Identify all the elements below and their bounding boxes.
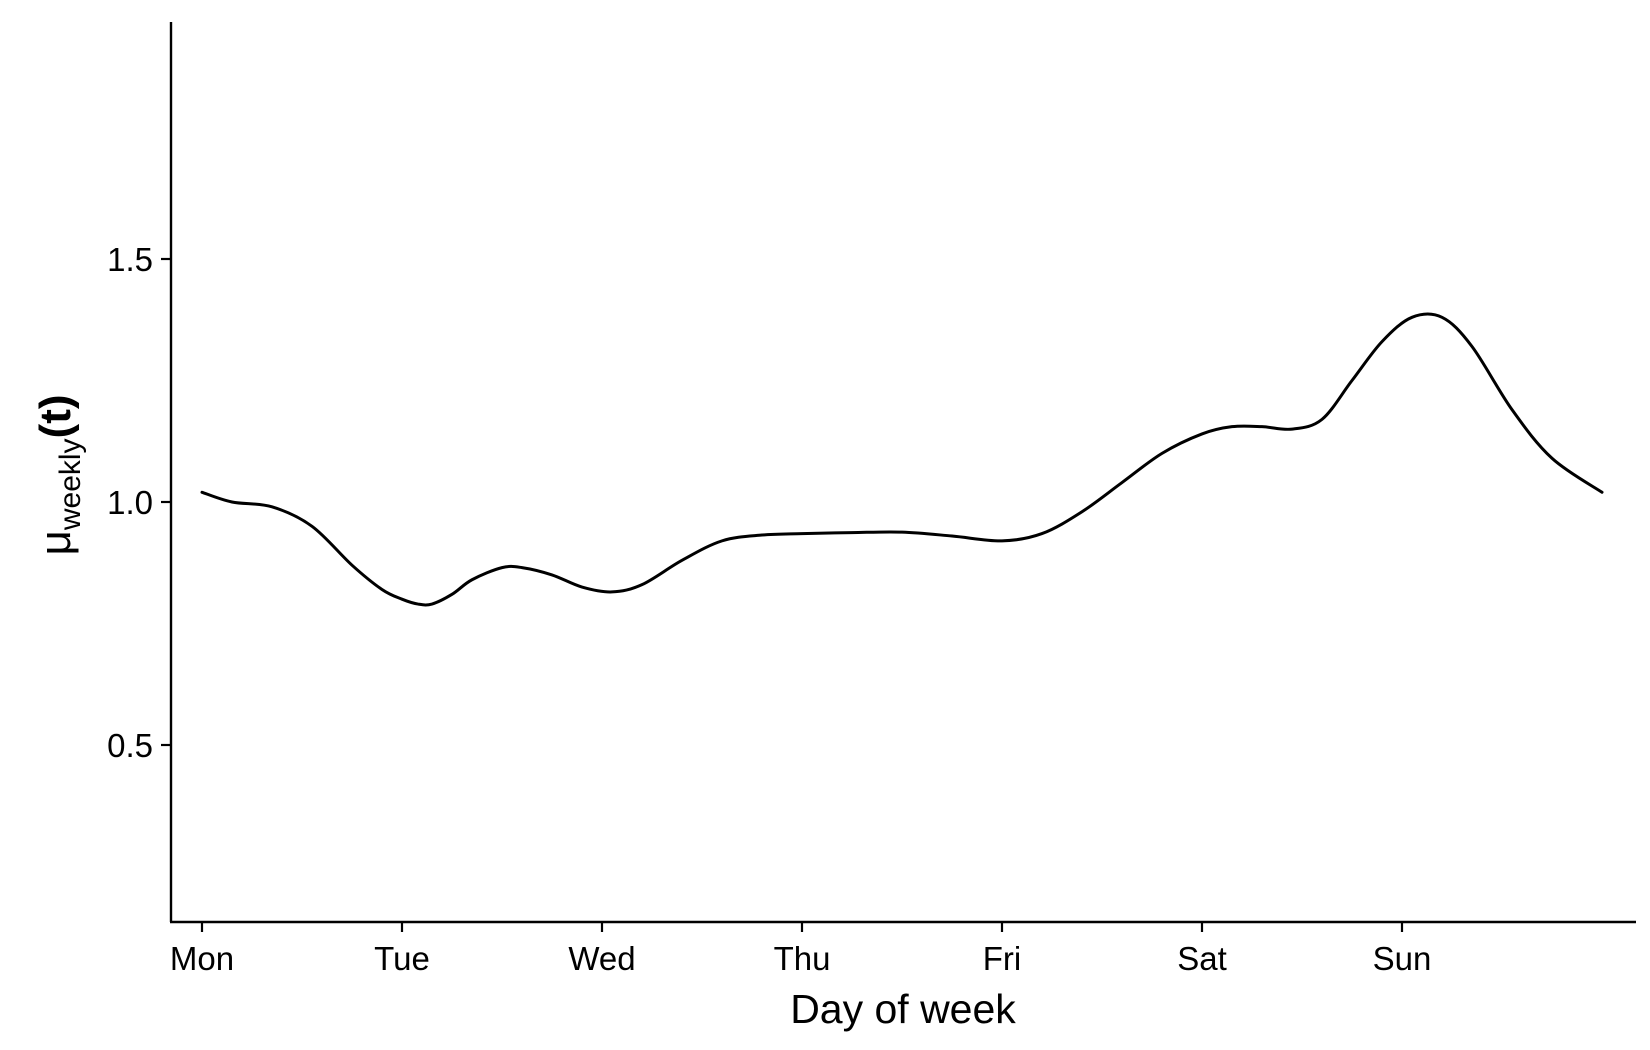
x-tick-label-2: Wed xyxy=(568,940,635,977)
x-tick-label-1: Tue xyxy=(374,940,430,977)
y-axis-ticks: 0.5 1.0 1.5 xyxy=(107,241,171,764)
series-line-0 xyxy=(200,312,1604,607)
x-tick-label-6: Sun xyxy=(1373,940,1432,977)
x-tick-label-3: Thu xyxy=(774,940,831,977)
y-axis-title: μweekly(t) xyxy=(31,394,87,555)
y-axis-title-subscript: weekly xyxy=(54,438,87,531)
y-axis-title-base: μ xyxy=(31,530,80,555)
y-tick-label-2: 1.5 xyxy=(107,241,153,278)
x-axis-title: Day of week xyxy=(790,986,1016,1032)
y-tick-label-1: 1.0 xyxy=(107,484,153,521)
x-tick-label-4: Fri xyxy=(983,940,1021,977)
y-tick-label-0: 0.5 xyxy=(107,727,153,764)
x-axis-ticks: Mon Tue Wed Thu Fri Sat Sun xyxy=(170,922,1431,977)
svg-text:μweekly(t): μweekly(t) xyxy=(31,394,87,555)
y-axis-title-argument: (t) xyxy=(31,394,80,438)
axes xyxy=(169,22,1636,924)
x-tick-label-0: Mon xyxy=(170,940,234,977)
plot-layer xyxy=(200,312,1604,607)
x-tick-label-5: Sat xyxy=(1177,940,1227,977)
